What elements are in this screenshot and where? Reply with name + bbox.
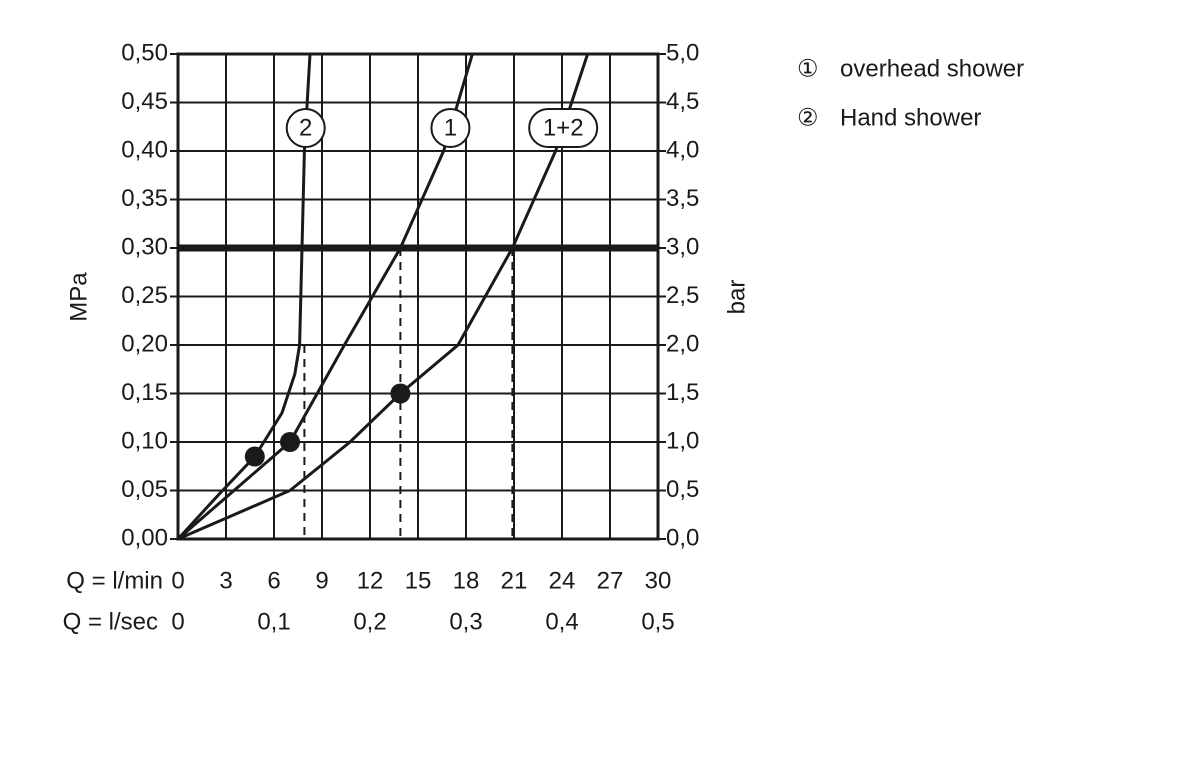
y-tick-label: 0,20 [121, 330, 168, 357]
y2-tick-label: 0,5 [666, 476, 699, 503]
y-tick-label: 0,30 [121, 233, 168, 260]
x-tick-label: 27 [597, 567, 624, 594]
x-tick-label: 15 [405, 567, 432, 594]
y2-tick-label: 2,5 [666, 282, 699, 309]
y2-tick-label: 1,0 [666, 427, 699, 454]
x-tick-label: 24 [549, 567, 576, 594]
y2-tick-label: 2,0 [666, 330, 699, 357]
legend-symbol: ① [797, 55, 819, 82]
x-tick-label: 0 [171, 567, 184, 594]
y2-tick-label: 3,5 [666, 185, 699, 212]
curve-label-box [430, 108, 471, 148]
x-tick-label: 9 [315, 567, 328, 594]
y2-tick-label: 3,0 [666, 233, 699, 260]
y2-tick-label: 1,5 [666, 379, 699, 406]
x2-tick-label: 0,5 [641, 608, 674, 635]
curve-label: 1+2 [543, 114, 584, 141]
x2-tick-label: 0,3 [449, 608, 482, 635]
x-tick-label: 18 [453, 567, 480, 594]
x2-tick-label: 0,4 [545, 608, 578, 635]
y-tick-label: 0,00 [121, 524, 168, 551]
y-tick-label: 0,50 [121, 39, 168, 66]
x2-tick-label: 0,1 [257, 608, 290, 635]
y2-tick-label: 4,5 [666, 88, 699, 115]
curve-label-box [285, 108, 326, 148]
y-tick-label: 0,05 [121, 476, 168, 503]
y-axis-label: MPa [65, 272, 92, 322]
y-tick-label: 0,40 [121, 136, 168, 163]
curve [176, 53, 312, 541]
x-axis-label: Q = l/min [66, 567, 163, 594]
curve-label: 2 [299, 114, 312, 141]
y-tick-label: 0,15 [121, 379, 168, 406]
operating-point [280, 432, 300, 452]
x-tick-label: 12 [357, 567, 384, 594]
curve-label-box [528, 108, 599, 148]
y-tick-label: 0,35 [121, 185, 168, 212]
plot-frame [176, 52, 660, 541]
y2-tick-label: 0,0 [666, 524, 699, 551]
operating-point [244, 446, 265, 467]
x2-tick-label: 0,2 [353, 608, 386, 635]
legend-label: overhead shower [840, 55, 1024, 82]
x-tick-label: 3 [219, 567, 232, 594]
y2-axis-label: bar [723, 280, 750, 315]
x2-tick-label: 0 [171, 608, 184, 635]
curve [177, 53, 590, 541]
curve [177, 53, 474, 541]
operating-point [390, 383, 411, 404]
x-tick-label: 30 [645, 567, 672, 594]
y2-tick-label: 4,0 [666, 136, 699, 163]
y-tick-label: 0,45 [121, 88, 168, 115]
x-tick-label: 21 [501, 567, 528, 594]
legend-label: Hand shower [840, 104, 981, 131]
y2-tick-label: 5,0 [666, 39, 699, 66]
y-tick-label: 0,25 [121, 282, 168, 309]
legend-symbol: ② [797, 104, 819, 131]
curve-label: 1 [444, 114, 457, 141]
y-tick-label: 0,10 [121, 427, 168, 454]
x2-axis-label: Q = l/sec [63, 608, 158, 635]
x-tick-label: 6 [267, 567, 280, 594]
